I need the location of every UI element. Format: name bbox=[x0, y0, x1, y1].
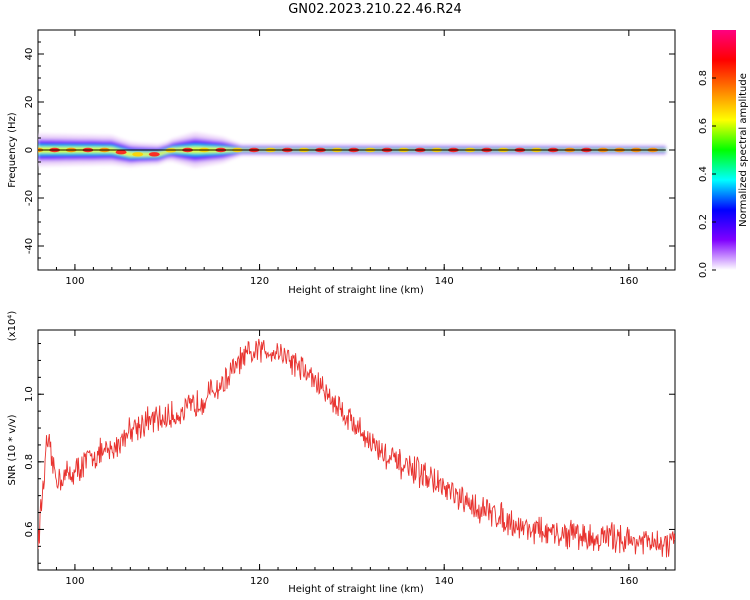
bottom-y-multiplier: (x10⁴) bbox=[7, 311, 18, 342]
spectral-peak-blob bbox=[132, 152, 144, 157]
snr-panel: 100 120 140 160 0.6 0.8 1.0 Height of straigh… bbox=[7, 311, 676, 595]
top-x-axis: 100 120 140 160 bbox=[37, 30, 667, 287]
bottom-x-axis-label: Height of straight line (km) bbox=[288, 584, 424, 595]
bottom-x-axis: 100 120 140 160 bbox=[37, 330, 667, 587]
top-y-tick-label: 0 bbox=[24, 147, 35, 153]
colorbar-tick-label: 0.0 bbox=[698, 262, 709, 278]
spectral-peak-blob bbox=[115, 150, 127, 155]
top-x-tick-label: 160 bbox=[619, 276, 638, 287]
snr-frame bbox=[37, 329, 676, 571]
colorbar-gradient bbox=[712, 30, 736, 270]
bottom-y-tick-label: 0.8 bbox=[24, 454, 35, 470]
colorbar-ticks: 0.0 0.2 0.4 0.6 0.8 bbox=[698, 70, 716, 278]
colorbar-tick-label: 0.8 bbox=[698, 70, 709, 86]
top-y-tick-label: 20 bbox=[24, 96, 35, 109]
colorbar-tick-label: 0.6 bbox=[698, 118, 709, 134]
snr-series-line bbox=[38, 338, 675, 558]
top-x-tick-label: 140 bbox=[435, 276, 454, 287]
spectrogram-panel: 100 120 140 160 -40 -20 0 20 40 Height of strai… bbox=[7, 29, 676, 296]
top-y-tick-label: 40 bbox=[24, 48, 35, 61]
top-x-tick-label: 100 bbox=[65, 276, 84, 287]
bottom-y-tick-label: 0.6 bbox=[24, 521, 35, 537]
spectral-band bbox=[38, 132, 666, 168]
chart-main-title: GN02.2023.210.22.46.R24 bbox=[288, 2, 462, 17]
bottom-y-axis-label: SNR (10 * v/v) bbox=[7, 414, 18, 485]
bottom-x-tick-label: 160 bbox=[619, 576, 638, 587]
top-y-axis: -40 -20 0 20 40 bbox=[24, 29, 675, 271]
bottom-y-tick-label: 1.0 bbox=[24, 386, 35, 402]
colorbar-tick-label: 0.2 bbox=[698, 214, 709, 230]
bottom-y-axis: 0.6 0.8 1.0 bbox=[24, 343, 675, 564]
top-x-tick-label: 120 bbox=[250, 276, 269, 287]
colorbar-tick-label: 0.4 bbox=[698, 166, 709, 182]
bottom-x-tick-label: 120 bbox=[250, 576, 269, 587]
bottom-x-tick-label: 140 bbox=[435, 576, 454, 587]
bottom-x-tick-label: 100 bbox=[65, 576, 84, 587]
top-y-tick-label: -40 bbox=[24, 238, 35, 254]
spectral-peak-blob bbox=[148, 152, 160, 157]
top-x-axis-label: Height of straight line (km) bbox=[288, 285, 424, 296]
top-y-tick-label: -20 bbox=[24, 190, 35, 206]
top-y-axis-label: Frequency (Hz) bbox=[7, 112, 18, 188]
colorbar: 0.0 0.2 0.4 0.6 0.8 Normalized spectral ampl… bbox=[698, 30, 749, 278]
colorbar-label: Normalized spectral amplitude bbox=[738, 73, 749, 227]
